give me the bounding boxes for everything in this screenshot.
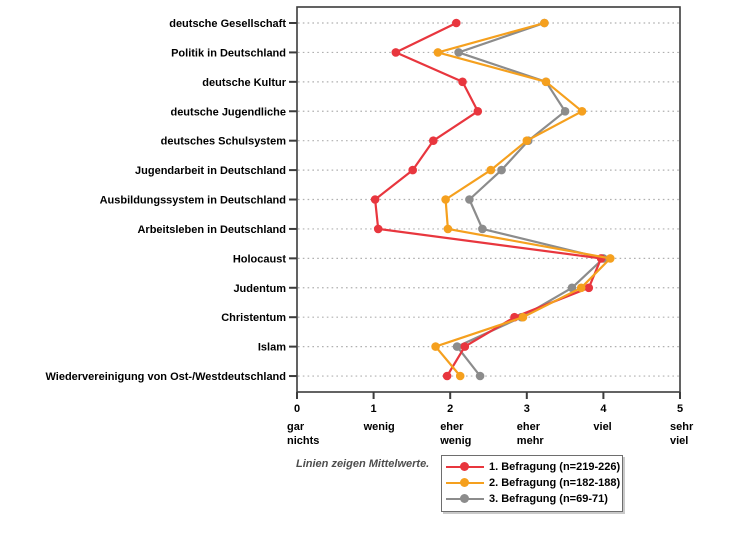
x-tick-word-label: eher — [517, 421, 541, 433]
data-point-befragung-1 — [429, 136, 438, 145]
data-point-befragung-2 — [433, 48, 443, 57]
plot-border — [296, 6, 681, 393]
legend-item-befragung-3: 3. Befragung (n=69-71) — [446, 491, 618, 507]
category-label: deutsche Jugendliche — [170, 106, 286, 118]
x-tick-word-label: viel — [593, 421, 611, 433]
data-point-befragung-2 — [431, 342, 440, 351]
data-point-befragung-1 — [473, 107, 483, 116]
chart-note: Linien zeigen Mittelwerte. — [296, 458, 430, 470]
data-point-befragung-1 — [442, 371, 452, 381]
x-tick-word-label: gar — [287, 421, 305, 433]
data-point-befragung-2 — [606, 254, 615, 263]
data-point-befragung-3 — [452, 342, 462, 351]
x-tick-number: 5 — [677, 403, 683, 415]
data-point-befragung-2 — [577, 107, 587, 116]
legend-label: 1. Befragung (n=219-226) — [489, 461, 621, 473]
data-point-befragung-1 — [408, 165, 418, 175]
category-label: Holocaust — [233, 253, 287, 265]
data-point-befragung-1 — [373, 224, 383, 234]
category-label: Islam — [258, 342, 286, 354]
x-tick-word-label: sehr — [670, 421, 694, 433]
x-tick-word-label: eher — [440, 421, 464, 433]
data-point-befragung-2 — [576, 283, 586, 293]
category-label: deutsche Gesellschaft — [169, 18, 286, 30]
x-tick-number: 4 — [600, 403, 607, 415]
data-point-befragung-2 — [486, 165, 496, 175]
data-point-befragung-2 — [455, 371, 465, 381]
x-tick-word-label: wenig — [439, 435, 471, 447]
x-tick-word-label: viel — [670, 435, 688, 447]
category-label: Arbeitsleben in Deutschland — [137, 224, 286, 236]
legend-label: 2. Befragung (n=182-188) — [489, 477, 621, 489]
data-point-befragung-2 — [518, 312, 528, 322]
legend-item-befragung-1: 1. Befragung (n=219-226) — [446, 459, 621, 475]
data-point-befragung-2 — [540, 18, 549, 28]
x-tick-number: 3 — [524, 403, 530, 415]
x-tick-word-label: nichts — [287, 435, 319, 447]
legend: 1. Befragung (n=219-226) 2. Befragung (n… — [441, 455, 623, 512]
data-point-befragung-1 — [458, 77, 467, 87]
data-point-befragung-1 — [452, 18, 461, 28]
data-point-befragung-3 — [567, 283, 577, 293]
data-point-befragung-3 — [454, 48, 463, 57]
data-point-befragung-3 — [478, 224, 487, 234]
category-label: Jugendarbeit in Deutschland — [135, 165, 286, 177]
x-tick-number: 2 — [447, 403, 453, 415]
data-point-befragung-3 — [497, 165, 506, 175]
legend-marker-orange — [446, 478, 484, 488]
data-point-befragung-1 — [584, 283, 594, 293]
x-tick-word-label: wenig — [363, 421, 395, 433]
data-point-befragung-1 — [370, 195, 380, 204]
data-point-befragung-1 — [460, 342, 470, 351]
data-point-befragung-2 — [541, 77, 551, 87]
x-tick-number: 1 — [371, 403, 377, 415]
legend-marker-gray — [446, 494, 484, 504]
category-label: Judentum — [233, 283, 286, 295]
category-label: Ausbildungssystem in Deutschland — [100, 195, 286, 207]
category-label: deutsche Kultur — [202, 77, 286, 89]
data-point-befragung-2 — [441, 195, 450, 204]
category-label: deutsches Schulsystem — [161, 136, 287, 148]
legend-item-befragung-2: 2. Befragung (n=182-188) — [446, 475, 621, 491]
category-label: Christentum — [221, 312, 286, 324]
legend-marker-red — [446, 462, 484, 472]
category-label: Politik in Deutschland — [171, 47, 286, 59]
legend-label: 3. Befragung (n=69-71) — [489, 493, 608, 505]
data-point-befragung-1 — [391, 48, 401, 57]
x-tick-number: 0 — [294, 403, 300, 415]
data-point-befragung-3 — [465, 195, 474, 204]
data-point-befragung-2 — [522, 136, 532, 145]
x-tick-word-label: mehr — [517, 435, 545, 447]
data-point-befragung-3 — [475, 371, 485, 381]
data-point-befragung-3 — [560, 107, 570, 116]
category-label: Wiedervereinigung von Ost-/Westdeutschla… — [45, 371, 286, 383]
data-point-befragung-2 — [443, 224, 453, 234]
